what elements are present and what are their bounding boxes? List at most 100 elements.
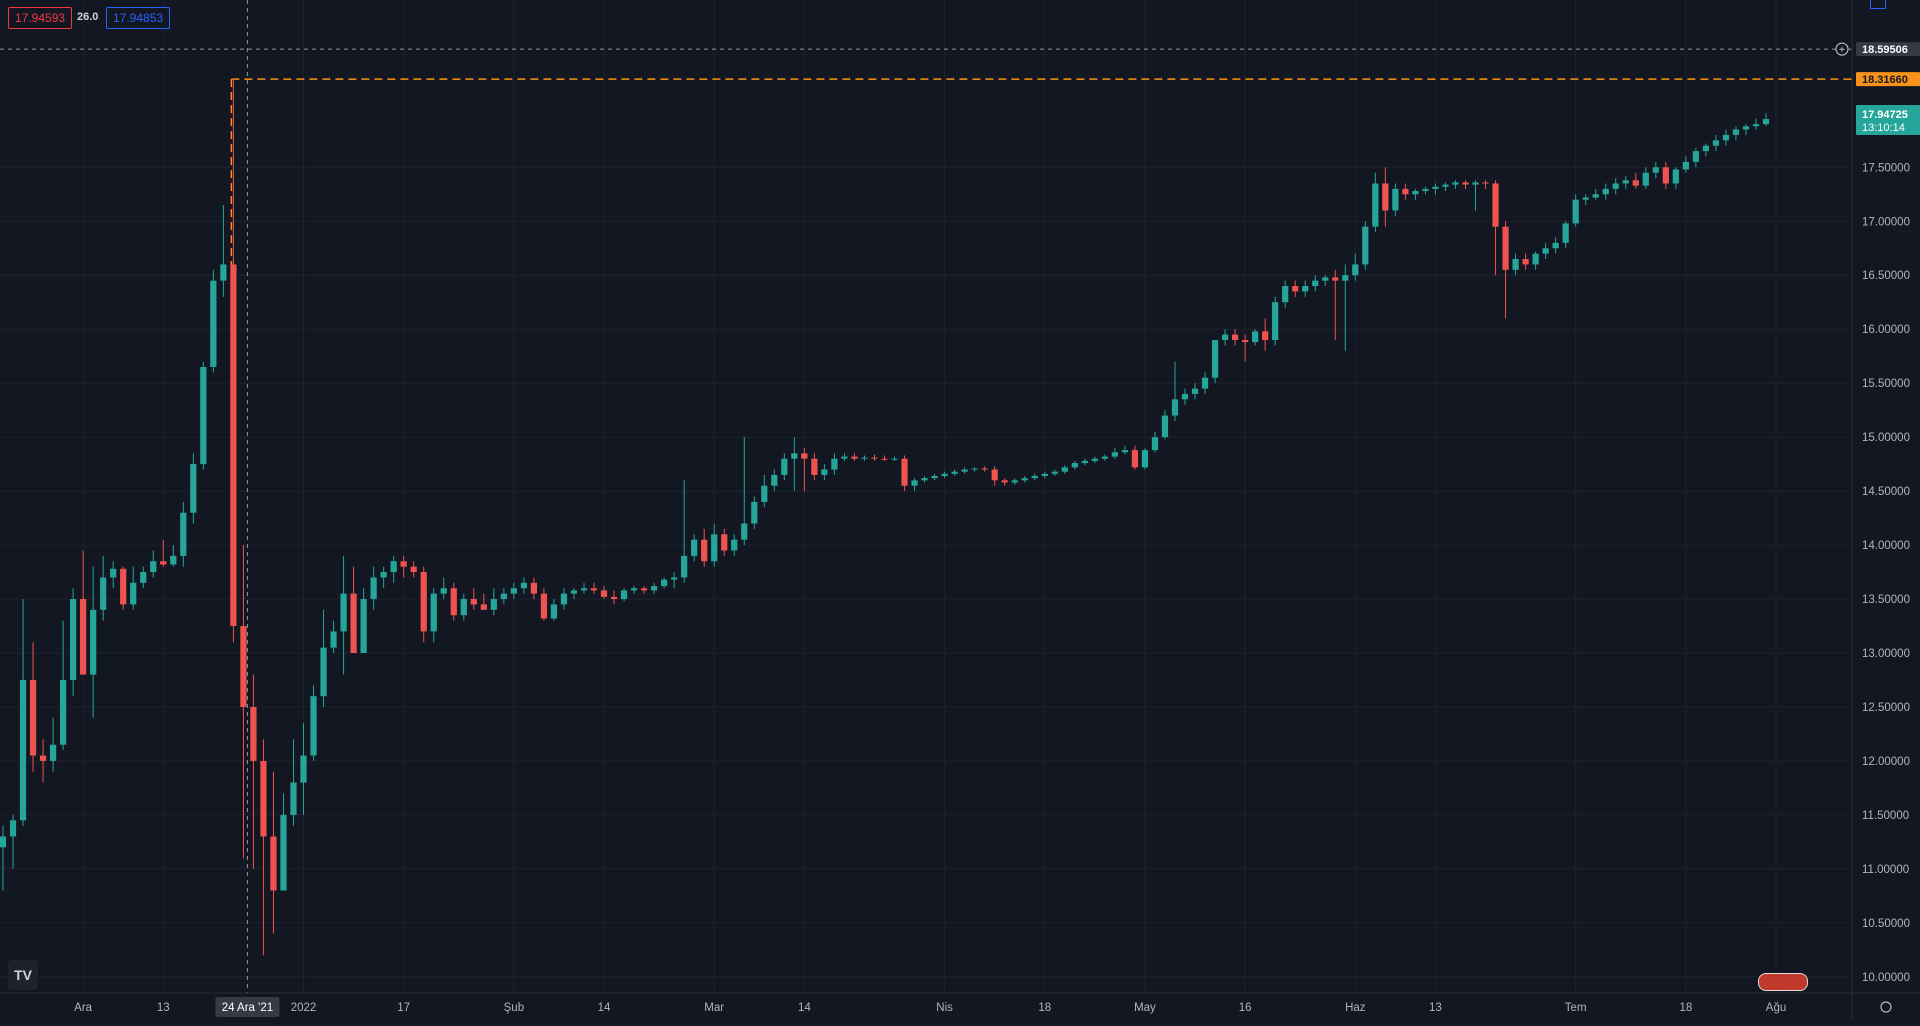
- candle-body: [841, 456, 848, 459]
- us-flag-icon[interactable]: [1758, 973, 1808, 991]
- time-tick-label: Nis: [936, 1002, 953, 1014]
- candle-body: [661, 579, 668, 587]
- candle-body: [620, 590, 628, 600]
- candle-body: [420, 572, 427, 632]
- candle-body: [1752, 124, 1760, 127]
- candle-body: [220, 264, 227, 281]
- candle-body: [540, 593, 548, 619]
- candle-body: [981, 468, 988, 470]
- candle-body: [891, 458, 898, 460]
- candle-body: [0, 836, 7, 848]
- candle-body: [330, 631, 337, 648]
- candle-body: [1652, 167, 1659, 173]
- candle-body: [1552, 242, 1559, 249]
- candle-body: [1191, 388, 1199, 394]
- candle-body: [1502, 226, 1509, 270]
- candle-body: [1121, 450, 1129, 453]
- candle-body: [310, 696, 317, 756]
- candle-body: [600, 590, 608, 597]
- candle-body: [510, 588, 517, 594]
- candle-body: [1312, 280, 1319, 287]
- price-tick-label: 12.00000: [1862, 756, 1910, 768]
- tradingview-logo-icon[interactable]: TV: [8, 960, 38, 990]
- candle-body: [39, 755, 47, 761]
- candle-body: [480, 604, 487, 610]
- candle-body: [791, 453, 798, 459]
- time-tick-label: Mar: [704, 1002, 724, 1014]
- candle-body: [851, 456, 858, 459]
- candle-body: [590, 588, 598, 591]
- candle-body: [290, 782, 297, 815]
- candle-body: [961, 469, 968, 472]
- price-tick-label: 10.50000: [1862, 918, 1910, 930]
- time-tick-label: 14: [798, 1002, 811, 1014]
- scale-mode-icon[interactable]: [1870, 0, 1886, 9]
- candle-body: [1262, 331, 1269, 340]
- candle-body: [49, 744, 57, 761]
- candle-body: [1462, 182, 1469, 185]
- candle-body: [550, 604, 558, 619]
- candle-body: [1542, 248, 1549, 254]
- candle-body: [951, 471, 958, 474]
- time-tick-label: Haz: [1345, 1002, 1366, 1014]
- candle-body: [260, 760, 267, 837]
- candle-body: [270, 836, 277, 891]
- countdown-label: 13:10:14: [1862, 122, 1905, 134]
- candle-body: [580, 588, 588, 591]
- candle-body: [1432, 186, 1439, 189]
- candle-body: [1712, 140, 1720, 146]
- candle-body: [390, 561, 397, 573]
- candle-body: [120, 568, 127, 605]
- price-axis[interactable]: 10.00000 10.50000 11.00000 11.50000 12.00000…: [1851, 0, 1910, 1021]
- candle-body: [560, 593, 568, 605]
- candle-body: [931, 475, 938, 479]
- candle-body: [1612, 183, 1619, 189]
- candle-body: [170, 555, 177, 565]
- bid-price[interactable]: 17.94593: [8, 7, 73, 29]
- time-axis[interactable]: Ara 13 2022 17 Şub 14 Mar 14 Nis 18 May 16 Haz 13 Tem 1…: [0, 992, 1920, 1014]
- candle-body: [691, 539, 698, 556]
- candle-body: [1031, 475, 1038, 479]
- candle-body: [1141, 450, 1149, 468]
- candle-body: [1051, 471, 1058, 474]
- candle-body: [1011, 480, 1018, 483]
- candle-body: [1592, 194, 1599, 198]
- candle-body: [1672, 169, 1679, 184]
- time-tick-label: 17: [397, 1002, 410, 1014]
- candle-body: [200, 366, 207, 465]
- candle-body: [1091, 458, 1098, 461]
- plus-circle-glyph: +: [1839, 44, 1845, 56]
- candle-body: [160, 561, 167, 565]
- candle-body: [320, 647, 327, 697]
- candle-body: [460, 599, 467, 616]
- candle-body: [1322, 277, 1329, 281]
- candle-body: [1332, 277, 1339, 281]
- candle-body: [1692, 151, 1699, 162]
- candle-body: [901, 458, 908, 486]
- candle-body: [140, 572, 147, 583]
- price-tick-label: 11.00000: [1862, 864, 1909, 876]
- candle-body: [530, 582, 538, 594]
- candle-body: [610, 596, 618, 600]
- crosshair-date-label: 24 Ara '21: [222, 1002, 273, 1014]
- candle-body: [1272, 302, 1279, 340]
- candle-body: [280, 814, 287, 891]
- time-tick-label: 18: [1038, 1002, 1051, 1014]
- candle-body: [1352, 264, 1359, 276]
- candle-body: [1722, 134, 1730, 141]
- gear-icon: [1880, 1001, 1892, 1013]
- candle-body: [1282, 286, 1289, 303]
- candle-body: [1622, 180, 1629, 184]
- price-tick-label: 13.50000: [1862, 594, 1910, 606]
- candle-body: [701, 539, 708, 562]
- candle-body: [430, 593, 437, 632]
- ask-price[interactable]: 17.94853: [106, 7, 171, 29]
- price-tick-label: 13.00000: [1862, 648, 1910, 660]
- candle-body: [90, 609, 97, 675]
- candle-body: [410, 566, 417, 573]
- candle-body: [1171, 399, 1179, 416]
- crosshair-price-label-box: [1856, 42, 1920, 57]
